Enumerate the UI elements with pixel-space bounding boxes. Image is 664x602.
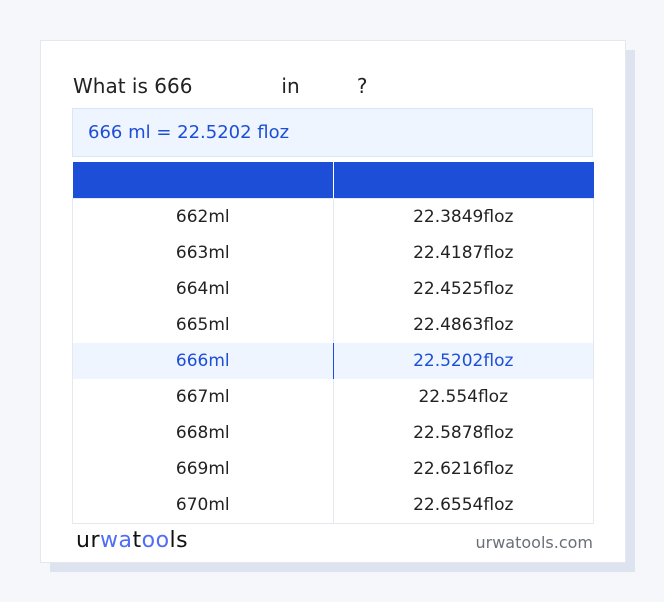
conversion-result: 666 ml = 22.5202 floz [72, 108, 593, 157]
floz-cell: 22.554floz [418, 387, 508, 407]
table-row: 669ml 22.6216floz [72, 451, 594, 487]
ml-cell: 665ml [72, 307, 334, 343]
ml-cell: 670ml [72, 487, 334, 524]
logo-part: oo [141, 528, 170, 553]
floz-cell: 22.3849floz [413, 207, 514, 227]
ml-cell: 664ml [72, 271, 334, 307]
table-row: 668ml 22.5878floz [72, 415, 594, 451]
table-row: 662ml 22.3849floz [72, 198, 594, 235]
floz-cell: 22.5878floz [413, 423, 514, 443]
ml-cell: 669ml [72, 451, 334, 487]
ml-cell: 667ml [72, 379, 334, 415]
conversion-table: 662ml 22.3849floz 663ml 22.4187floz 664ml 22.… [72, 162, 594, 524]
floz-cell: 22.6216floz [413, 459, 514, 479]
logo-part: ur [76, 528, 100, 553]
floz-cell: 22.4863floz [413, 315, 514, 335]
ml-cell: 666ml [72, 343, 334, 379]
table-row: 667ml 22.554floz [72, 379, 594, 415]
column-header-floz [333, 162, 594, 199]
floz-cell: 22.6554floz [413, 495, 514, 515]
logo-part: ls [169, 528, 189, 553]
ml-cell: 668ml [72, 415, 334, 451]
logo-part: t [132, 528, 142, 553]
logo-part: wa [100, 528, 133, 553]
page-title: What is 666 in ? [73, 74, 368, 98]
site-link[interactable]: urwatools.com [475, 533, 594, 552]
converter-card: What is 666 in ? 666 ml = 22.5202 floz 6… [40, 40, 626, 563]
ml-cell: 662ml [72, 198, 334, 235]
table-row: 665ml 22.4863floz [72, 307, 594, 343]
column-header-ml [72, 162, 334, 199]
table-row: 666ml 22.5202floz [72, 343, 594, 379]
table-row: 664ml 22.4525floz [72, 271, 594, 307]
table-row: 663ml 22.4187floz [72, 235, 594, 271]
floz-cell: 22.4525floz [413, 279, 514, 299]
table-row: 670ml 22.6554floz [72, 487, 594, 524]
urwatools-logo[interactable]: urwatools [76, 528, 188, 553]
ml-cell: 663ml [72, 235, 334, 271]
floz-cell: 22.5202floz [333, 343, 594, 379]
floz-cell: 22.4187floz [413, 243, 514, 263]
